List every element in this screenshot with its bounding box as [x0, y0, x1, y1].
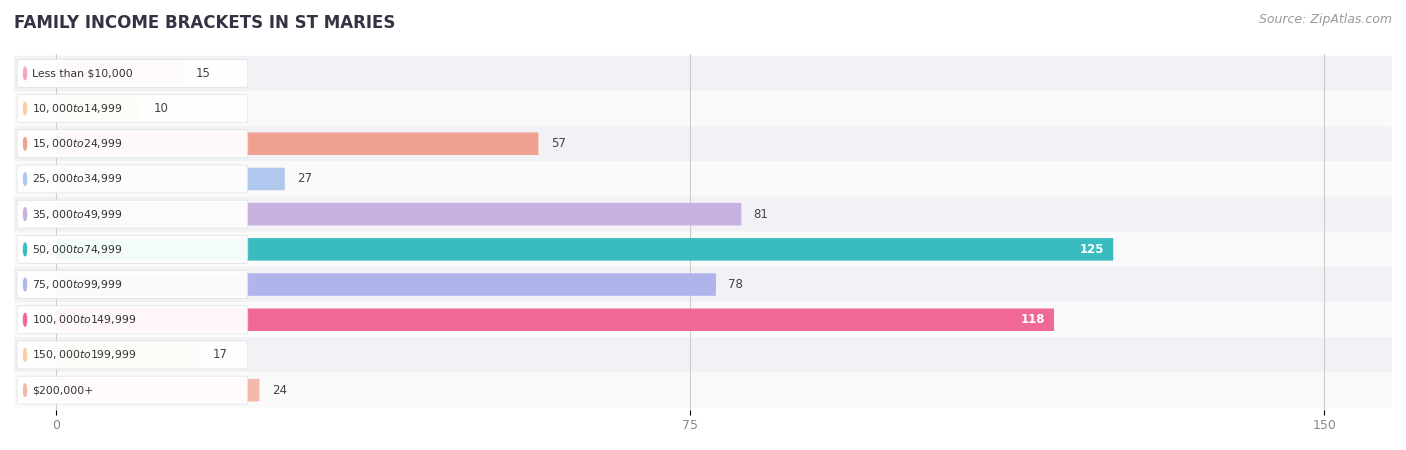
FancyBboxPatch shape [17, 59, 247, 87]
Text: 57: 57 [551, 137, 565, 150]
Text: $200,000+: $200,000+ [32, 385, 93, 395]
Circle shape [24, 102, 27, 115]
Text: $150,000 to $199,999: $150,000 to $199,999 [32, 348, 136, 361]
FancyBboxPatch shape [17, 376, 247, 404]
FancyBboxPatch shape [14, 338, 1392, 373]
FancyBboxPatch shape [17, 270, 247, 298]
Text: 81: 81 [754, 207, 769, 220]
FancyBboxPatch shape [56, 238, 1114, 261]
FancyBboxPatch shape [17, 165, 247, 193]
FancyBboxPatch shape [56, 379, 260, 401]
Text: 27: 27 [297, 172, 312, 185]
Text: 78: 78 [728, 278, 744, 291]
FancyBboxPatch shape [14, 197, 1392, 232]
Text: 118: 118 [1021, 313, 1045, 326]
Circle shape [24, 173, 27, 185]
FancyBboxPatch shape [56, 203, 741, 225]
FancyBboxPatch shape [14, 162, 1392, 197]
FancyBboxPatch shape [56, 273, 716, 296]
Text: Source: ZipAtlas.com: Source: ZipAtlas.com [1258, 14, 1392, 27]
FancyBboxPatch shape [14, 232, 1392, 267]
Circle shape [24, 349, 27, 361]
FancyBboxPatch shape [14, 267, 1392, 302]
FancyBboxPatch shape [17, 130, 247, 158]
Text: FAMILY INCOME BRACKETS IN ST MARIES: FAMILY INCOME BRACKETS IN ST MARIES [14, 14, 395, 32]
FancyBboxPatch shape [17, 306, 247, 334]
Circle shape [24, 137, 27, 150]
FancyBboxPatch shape [17, 235, 247, 263]
Circle shape [24, 313, 27, 326]
FancyBboxPatch shape [17, 200, 247, 228]
Text: 125: 125 [1080, 243, 1105, 256]
FancyBboxPatch shape [56, 309, 1054, 331]
Text: $35,000 to $49,999: $35,000 to $49,999 [32, 207, 122, 220]
FancyBboxPatch shape [56, 132, 538, 155]
Text: 15: 15 [195, 67, 211, 80]
Text: 24: 24 [271, 384, 287, 396]
FancyBboxPatch shape [14, 56, 1392, 91]
Circle shape [24, 278, 27, 291]
FancyBboxPatch shape [14, 373, 1392, 408]
Text: $25,000 to $34,999: $25,000 to $34,999 [32, 172, 122, 185]
FancyBboxPatch shape [14, 302, 1392, 338]
FancyBboxPatch shape [17, 341, 247, 369]
Text: 10: 10 [153, 102, 169, 115]
Text: $15,000 to $24,999: $15,000 to $24,999 [32, 137, 122, 150]
Circle shape [24, 243, 27, 256]
Circle shape [24, 208, 27, 220]
Text: $50,000 to $74,999: $50,000 to $74,999 [32, 243, 122, 256]
Text: Less than $10,000: Less than $10,000 [32, 68, 132, 78]
Text: $10,000 to $14,999: $10,000 to $14,999 [32, 102, 122, 115]
Circle shape [24, 384, 27, 396]
Text: $100,000 to $149,999: $100,000 to $149,999 [32, 313, 136, 326]
FancyBboxPatch shape [56, 62, 183, 85]
FancyBboxPatch shape [56, 168, 285, 190]
Text: 17: 17 [212, 348, 228, 361]
Circle shape [24, 67, 27, 80]
FancyBboxPatch shape [14, 91, 1392, 126]
FancyBboxPatch shape [17, 94, 247, 122]
FancyBboxPatch shape [56, 344, 200, 366]
FancyBboxPatch shape [56, 97, 141, 120]
Text: $75,000 to $99,999: $75,000 to $99,999 [32, 278, 122, 291]
FancyBboxPatch shape [14, 126, 1392, 162]
